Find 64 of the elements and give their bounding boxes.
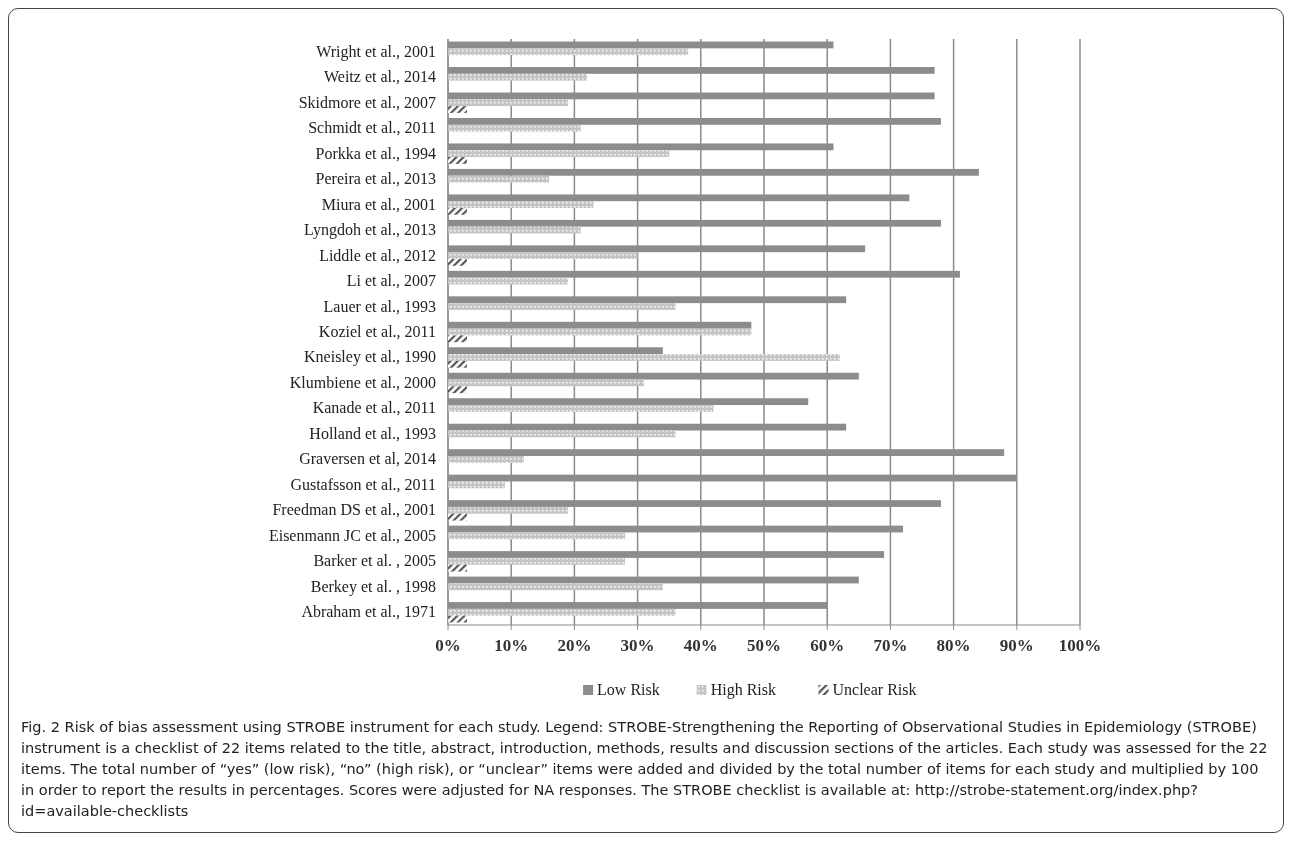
bar <box>448 405 714 412</box>
bar <box>448 99 569 107</box>
y-tick-label: Kanade et al., 2011 <box>312 399 436 417</box>
y-tick-label: Schmidt et al., 2011 <box>308 119 436 137</box>
legend-label: High Risk <box>710 681 777 699</box>
y-tick-label: Klumbiene et al., 2000 <box>289 373 436 391</box>
bar <box>448 48 689 56</box>
bar <box>448 106 467 113</box>
y-tick-label: Eisenmann JC et al., 2005 <box>268 526 436 544</box>
bar <box>448 481 505 489</box>
bar <box>448 513 467 521</box>
bar <box>448 557 625 565</box>
bar <box>448 608 676 616</box>
x-tick-label: 70% <box>873 636 908 655</box>
bar <box>448 386 467 394</box>
y-tick-label: Graversen et al, 2014 <box>299 450 436 468</box>
x-tick-label: 100% <box>1058 636 1102 655</box>
caption: Fig. 2 Risk of bias assessment using STROBE instrument for each study. Legend: STROBE-Strengthening the Reporting of Observational Studies in Epidemiology (STROBE) instrument is a checklist of 22 items related to the title, abstract, introduction, methods, results and discussion sections of the articles. Each study was assessed for the 22 items. The total number of “yes” (low risk), “no” (high risk), or “unclear” items were added and divided by the total number of items for each study and multiplied by 100 in order to report the results in percentages. Scores were adjusted for NA responses. The STROBE checklist is available at: http://strobe-statement.org/index.php?id=available-checklists <box>21 718 1269 821</box>
bar <box>448 175 550 183</box>
bar <box>448 208 467 215</box>
y-tick-label: Gustafsson et al., 2011 <box>290 475 436 493</box>
x-tick-label: 90% <box>999 636 1034 655</box>
bar <box>448 532 625 540</box>
bar <box>448 157 467 164</box>
bar <box>448 201 594 209</box>
x-tick-label: 40% <box>683 636 718 655</box>
y-tick-label: Barker et al. , 2005 <box>313 552 436 570</box>
y-tick-label: Li et al., 2007 <box>346 272 436 290</box>
y-tick-label: Kneisley et al., 1990 <box>304 348 436 367</box>
bar <box>448 73 588 81</box>
y-tick-label: Koziel et al., 2011 <box>318 323 436 340</box>
y-tick-label: Pereira et al., 2013 <box>315 170 436 188</box>
y-tick-label: Holland et al., 1993 <box>309 424 436 442</box>
y-tick-label: Abraham et al., 1971 <box>301 603 436 621</box>
bar <box>448 506 569 514</box>
bar <box>448 335 467 343</box>
bar <box>448 252 638 259</box>
x-tick-label: 30% <box>620 636 655 655</box>
legend-label: Unclear Risk <box>832 681 917 698</box>
x-tick-label: 50% <box>747 636 781 655</box>
bar <box>448 150 670 158</box>
bar <box>448 124 581 132</box>
y-tick-label: Freedman DS et al., 2001 <box>272 501 436 519</box>
y-tick-label: Berkey et al. , 1998 <box>310 577 436 596</box>
x-tick-label: 80% <box>936 636 971 655</box>
y-tick-label: Porkka et al., 1994 <box>315 144 436 162</box>
y-tick-label: Lauer et al., 1993 <box>323 297 436 315</box>
bar <box>448 360 467 368</box>
y-tick-label: Wright et al., 2001 <box>316 42 436 61</box>
bar <box>448 258 467 266</box>
x-tick-label: 0% <box>435 636 461 655</box>
y-tick-label: Lyngdoh et al., 2013 <box>304 221 436 240</box>
x-tick-label: 20% <box>557 636 592 655</box>
y-tick-label: Miura et al., 2001 <box>321 195 436 213</box>
bar <box>448 455 524 463</box>
x-tick-label: 60% <box>810 636 845 655</box>
y-tick-label: Weitz et al., 2014 <box>323 68 436 86</box>
bar <box>448 303 676 310</box>
legend-label: Low Risk <box>597 681 660 698</box>
y-tick-label: Skidmore et al., 2007 <box>298 93 436 111</box>
bar <box>448 354 840 361</box>
y-tick-label: Liddle et al., 2012 <box>319 246 436 264</box>
bar <box>448 583 663 591</box>
x-tick-label: 10% <box>494 636 529 655</box>
